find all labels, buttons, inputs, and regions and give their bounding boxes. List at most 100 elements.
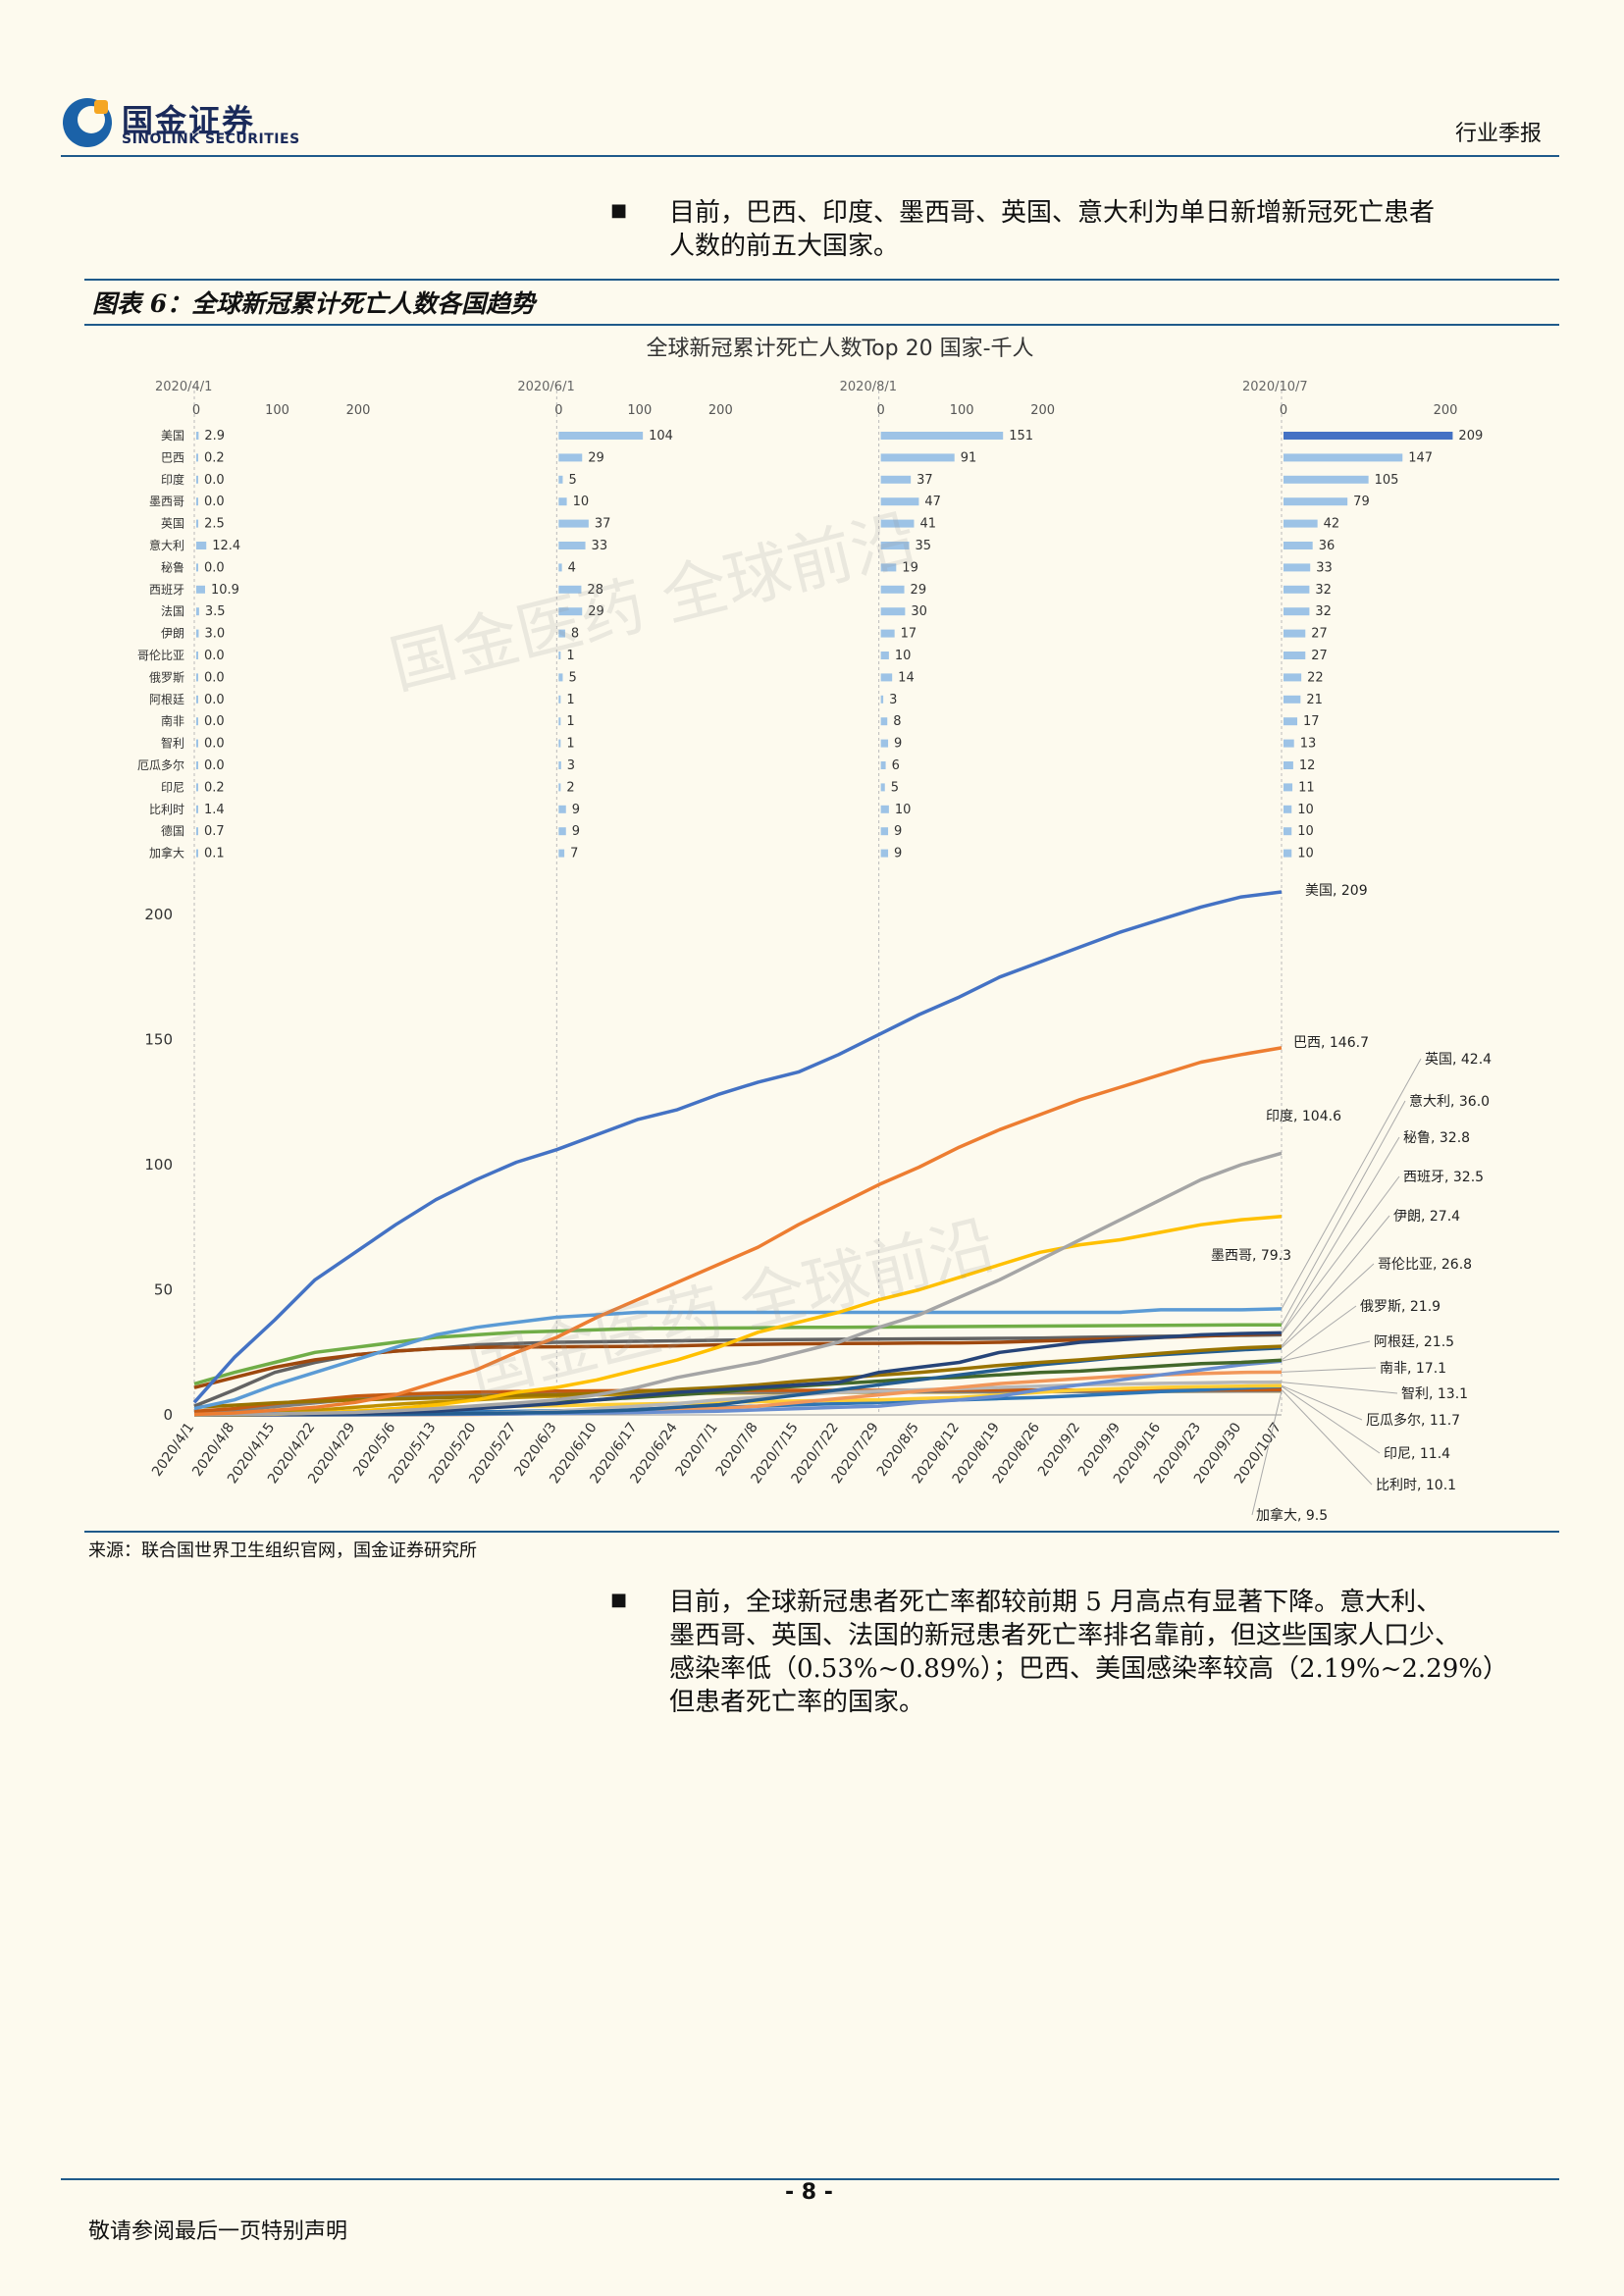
figure-source: 来源：联合国世界卫生组织官网，国金证券研究所 [88, 1540, 477, 1561]
series-end-label: 意大利, 36.0 [1409, 1093, 1490, 1110]
country-label: 比利时 [149, 803, 184, 816]
snapshot-bar [196, 497, 198, 506]
snapshot-bar [196, 783, 198, 792]
bullet-2-line-2: 墨西哥、英国、法国的新冠患者死亡率排名靠前，但这些国家人口少、 [669, 1621, 1461, 1650]
series-end-label: 印度, 104.6 [1266, 1109, 1341, 1124]
bullet-2-line-3: 感染率低（0.53%~0.89%）；巴西、美国感染率较高（2.19%~2.29%… [669, 1654, 1508, 1684]
snapshot-axis-tick: 100 [627, 403, 652, 418]
footer-divider [61, 2178, 1559, 2180]
snapshot-bar [1283, 497, 1348, 506]
snapshot-bar [558, 827, 566, 836]
snapshot-bar [196, 849, 198, 858]
snapshot-bar [558, 629, 565, 638]
snapshot-value-label: 0.0 [204, 714, 225, 729]
snapshot-value-label: 35 [916, 539, 932, 553]
snapshot-value-label: 21 [1306, 693, 1323, 707]
snapshot-bar [1283, 629, 1306, 638]
snapshot-bar [1283, 542, 1313, 549]
company-logo-icon [63, 98, 112, 147]
country-label: 厄瓜多尔 [137, 757, 184, 772]
snapshot-value-label: 1 [566, 714, 574, 729]
snapshot-value-label: 2.9 [204, 429, 225, 444]
snapshot-value-label: 42 [1324, 517, 1340, 532]
end-label-leader [1251, 1390, 1283, 1516]
snapshot-bar [196, 717, 198, 726]
snapshot-value-label: 0.0 [204, 758, 225, 773]
snapshot-value-label: 7 [570, 847, 578, 861]
snapshot-value-label: 47 [924, 495, 941, 509]
source-divider [84, 1531, 1559, 1533]
snapshot-bar [1283, 739, 1294, 748]
snapshot-bar [880, 717, 888, 726]
series-line [193, 1323, 1282, 1386]
snapshot-date: 2020/4/1 [155, 380, 212, 394]
snapshot-bar [880, 761, 886, 769]
snapshot-bar [880, 542, 910, 549]
snapshot-value-label: 27 [1311, 649, 1328, 663]
bullet-paragraph-2: ■ 目前，全球新冠患者死亡率都较前期 5 月高点有显著下降。意大利、 墨西哥、英… [610, 1586, 1508, 1719]
end-label-leader [1281, 1384, 1363, 1421]
country-label: 英国 [161, 517, 184, 531]
snapshot-bar [558, 497, 567, 506]
snapshot-value-label: 3 [567, 758, 575, 773]
snapshot-axis-tick: 200 [346, 403, 371, 418]
snapshot-value-label: 6 [892, 758, 900, 773]
snapshot-value-label: 5 [568, 670, 576, 685]
snapshot-bar [880, 805, 889, 813]
page-number: - 8 - [785, 2180, 833, 2205]
snapshot-value-label: 0.2 [204, 780, 225, 795]
snapshot-value-label: 0.2 [204, 450, 225, 465]
snapshot-bar [558, 453, 583, 462]
snapshot-date: 2020/8/1 [840, 380, 897, 394]
snapshot-value-label: 19 [902, 560, 918, 575]
snapshot-value-label: 9 [572, 824, 580, 839]
snapshot-value-label: 0.0 [204, 495, 225, 509]
snapshot-bar [558, 739, 561, 748]
snapshot-bar [1283, 673, 1302, 682]
snapshot-bar [880, 739, 889, 748]
bullet-marker: ■ [610, 1590, 628, 1610]
snapshot-value-label: 0.0 [204, 560, 225, 575]
snapshot-bar [558, 652, 561, 659]
snapshot-value-label: 0.0 [204, 649, 225, 663]
snapshot-value-label: 14 [898, 670, 915, 685]
snapshot-axis-tick: 0 [192, 403, 200, 418]
snapshot-value-label: 0.0 [204, 693, 225, 707]
snapshot-bar [558, 542, 586, 549]
snapshot-value-label: 29 [588, 604, 604, 619]
snapshot-value-label: 0.1 [204, 847, 225, 861]
snapshot-value-label: 8 [571, 627, 579, 642]
snapshot-bar [1283, 761, 1293, 769]
snapshot-value-label: 0.0 [204, 737, 225, 752]
snapshot-bar [196, 563, 198, 572]
snapshot-value-label: 32 [1315, 604, 1332, 619]
snapshot-bar [196, 585, 205, 594]
end-label-leader [1281, 1340, 1371, 1362]
snapshot-bar [880, 629, 895, 638]
series-end-label: 厄瓜多尔, 11.7 [1366, 1412, 1460, 1429]
end-label-leader [1281, 1175, 1400, 1334]
snapshot-bar [196, 739, 198, 748]
country-label: 美国 [161, 429, 184, 443]
snapshot-bar [880, 827, 889, 836]
snapshot-value-label: 10 [895, 649, 912, 663]
snapshot-bar [196, 475, 198, 484]
snapshot-value-label: 0.0 [204, 670, 225, 685]
snapshot-bar [1283, 563, 1311, 572]
series-end-label: 俄罗斯, 21.9 [1360, 1299, 1441, 1315]
country-label: 加拿大 [149, 846, 184, 861]
snapshot-bar [1283, 432, 1453, 440]
snapshot-bar [196, 761, 198, 769]
series-end-label: 南非, 17.1 [1380, 1361, 1446, 1377]
snapshot-value-label: 10 [1297, 803, 1314, 817]
snapshot-value-label: 22 [1307, 670, 1324, 685]
country-label: 西班牙 [149, 583, 184, 597]
snapshot-bar [558, 717, 561, 726]
series-end-label: 智利, 13.1 [1401, 1386, 1468, 1402]
snapshot-bar [1283, 783, 1293, 792]
snapshot-bar [880, 695, 884, 704]
snapshot-value-label: 0.7 [204, 824, 225, 839]
snapshot-value-label: 33 [592, 539, 608, 553]
country-label: 巴西 [161, 450, 184, 464]
snapshot-bar [196, 827, 198, 836]
